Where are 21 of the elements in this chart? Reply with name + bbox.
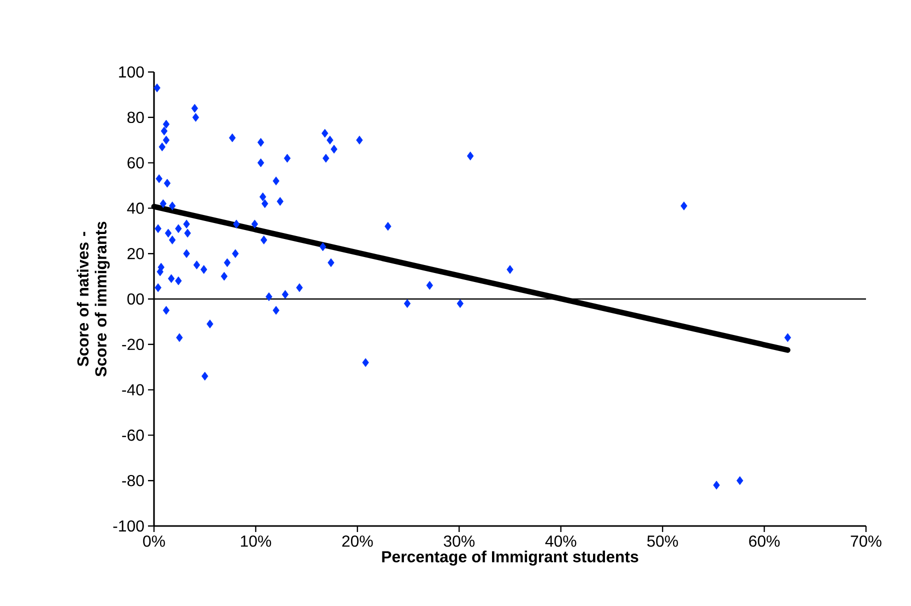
x-tick-label: 10% xyxy=(240,536,272,547)
y-tick-label: -40 xyxy=(122,384,144,396)
x-tick-label: 60% xyxy=(749,536,780,547)
y-tick-label: 00 xyxy=(127,293,144,305)
x-tick-label: 40% xyxy=(545,536,576,547)
y-tick-label: 80 xyxy=(127,112,144,124)
y-tick-label: 60 xyxy=(128,157,144,168)
x-tick-label: 20% xyxy=(342,536,373,547)
x-axis-title: Percentage of Immigrant students xyxy=(382,550,638,566)
y-tick-label: 20 xyxy=(128,248,144,260)
y-tick-label: -80 xyxy=(122,474,144,486)
y-tick-label: -60 xyxy=(122,430,144,441)
y-tick-label: 100 xyxy=(119,66,144,78)
y-tick-label: -20 xyxy=(122,338,144,350)
x-tick-label: 70% xyxy=(850,536,882,547)
y-axis-title: Score of natives - Score of immigrants xyxy=(76,222,110,376)
x-tick-label: 50% xyxy=(647,536,678,547)
x-tick-label: 0% xyxy=(143,536,165,547)
y-tick-label: 40 xyxy=(127,202,144,214)
x-tick-label: 30% xyxy=(444,536,475,547)
y-tick-label: -100 xyxy=(113,520,144,532)
